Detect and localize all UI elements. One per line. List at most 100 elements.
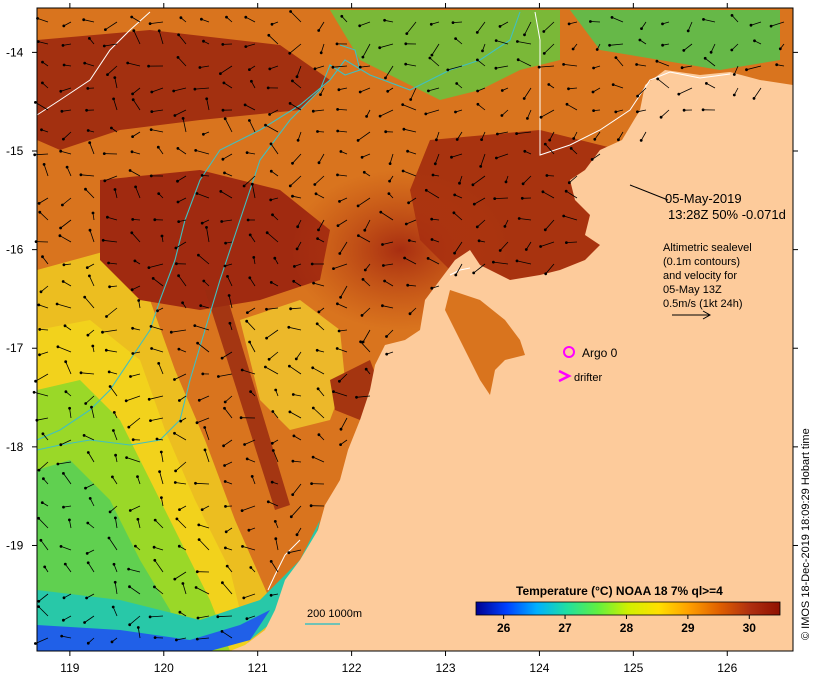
velocity-arrow-head — [85, 596, 88, 600]
velocity-arrow — [268, 35, 279, 45]
velocity-arrow-head — [635, 63, 638, 66]
velocity-arrow-head — [114, 516, 117, 520]
velocity-arrow-head — [195, 192, 199, 195]
velocity-arrow-head — [223, 264, 227, 268]
velocity-arrow-head — [62, 24, 66, 28]
velocity-arrow-head — [386, 89, 390, 93]
velocity-arrow — [565, 190, 578, 199]
velocity-arrow — [494, 197, 509, 199]
velocity-arrow-head — [385, 335, 388, 338]
sealevel-contour-1 — [36, 11, 151, 116]
velocity-arrow-head — [636, 110, 639, 114]
velocity-arrow-head — [128, 585, 131, 589]
velocity-arrow-head — [224, 505, 227, 508]
velocity-arrow — [549, 131, 555, 141]
velocity-arrow — [38, 461, 49, 471]
velocity-arrow — [493, 261, 509, 265]
velocity-arrow — [132, 87, 141, 95]
velocity-arrow — [340, 417, 348, 430]
velocity-arrow — [83, 435, 95, 441]
velocity-arrow — [364, 219, 371, 231]
velocity-arrow — [313, 407, 325, 419]
velocity-arrow-head — [137, 299, 141, 302]
velocity-arrow — [320, 43, 325, 53]
velocity-arrow-head — [59, 226, 62, 230]
velocity-arrow-head — [503, 225, 507, 228]
velocity-arrow — [563, 215, 578, 221]
velocity-arrow-head — [37, 599, 41, 603]
velocity-arrow-head — [636, 94, 639, 98]
velocity-arrow — [312, 456, 325, 463]
velocity-arrow-head — [515, 259, 519, 263]
velocity-arrow-head — [86, 451, 90, 454]
velocity-arrow-head — [37, 202, 41, 205]
velocity-arrow — [38, 518, 49, 529]
velocity-arrow — [357, 131, 371, 141]
x-tick-label: 122 — [342, 661, 362, 675]
velocity-arrow — [63, 131, 72, 140]
velocity-arrow-head — [590, 158, 594, 161]
velocity-arrow-head — [446, 68, 450, 72]
velocity-arrow-head — [249, 566, 253, 569]
credit-text: © IMOS 18-Dec-2019 18:09:29 Hobart time — [800, 428, 812, 640]
velocity-arrow-head — [248, 340, 252, 344]
velocity-arrow-head — [331, 65, 335, 69]
velocity-arrow-head — [365, 115, 368, 118]
velocity-arrow-head — [102, 44, 106, 48]
velocity-arrow — [683, 43, 693, 51]
velocity-arrow — [199, 395, 210, 401]
velocity-arrow-head — [200, 508, 204, 511]
velocity-arrow-head — [240, 509, 244, 512]
velocity-arrow — [102, 329, 118, 333]
velocity-arrow-head — [205, 226, 208, 229]
velocity-arrow — [318, 21, 325, 31]
velocity-arrow-head — [356, 204, 360, 208]
velocity-arrow-head — [132, 29, 136, 32]
velocity-arrow — [590, 21, 601, 23]
velocity-arrow-head — [424, 188, 428, 192]
velocity-arrow — [152, 278, 164, 287]
velocity-arrow — [107, 216, 118, 221]
velocity-arrow-head — [516, 40, 519, 43]
velocity-arrow-head — [296, 138, 300, 142]
velocity-arrow — [318, 219, 325, 231]
velocity-arrow-head — [175, 262, 178, 266]
velocity-arrow-head — [62, 263, 66, 267]
velocity-arrow — [60, 87, 72, 92]
velocity-arrow-head — [355, 395, 358, 399]
velocity-arrow-head — [266, 86, 270, 90]
velocity-arrow — [217, 615, 233, 618]
velocity-arrow-head — [455, 138, 459, 141]
velocity-arrow-head — [68, 518, 71, 522]
velocity-arrow — [770, 21, 785, 27]
velocity-arrow — [171, 329, 187, 333]
colorbar-ticks: 26 27 28 29 30 — [497, 615, 756, 635]
velocity-arrow — [126, 457, 141, 463]
velocity-arrow-head — [205, 97, 209, 101]
velocity-arrow-head — [151, 277, 155, 280]
velocity-arrow-head — [84, 486, 87, 490]
velocity-arrow-head — [288, 102, 292, 105]
velocity-arrow — [133, 30, 141, 45]
velocity-arrow — [290, 11, 302, 23]
velocity-arrow — [476, 21, 486, 33]
velocity-arrow-head — [194, 481, 197, 485]
velocity-arrow-head — [200, 221, 204, 225]
velocity-arrow-head — [193, 87, 197, 91]
velocity-arrow-head — [59, 149, 63, 153]
velocity-arrow-head — [539, 115, 543, 119]
velocity-arrow — [246, 320, 256, 331]
velocity-arrow-head — [127, 425, 131, 429]
velocity-arrow-head — [62, 618, 65, 622]
velocity-arrow-head — [82, 18, 86, 22]
velocity-arrow-head — [593, 137, 597, 141]
velocity-arrow-head — [407, 201, 410, 205]
velocity-arrow-head — [64, 390, 68, 394]
velocity-arrow-head — [169, 330, 173, 334]
velocity-arrow — [474, 197, 486, 205]
velocity-arrow-head — [178, 610, 182, 614]
velocity-arrow-head — [198, 66, 202, 69]
velocity-arrow — [39, 211, 49, 221]
velocity-arrow — [242, 546, 256, 551]
velocity-arrow-head — [310, 482, 313, 485]
